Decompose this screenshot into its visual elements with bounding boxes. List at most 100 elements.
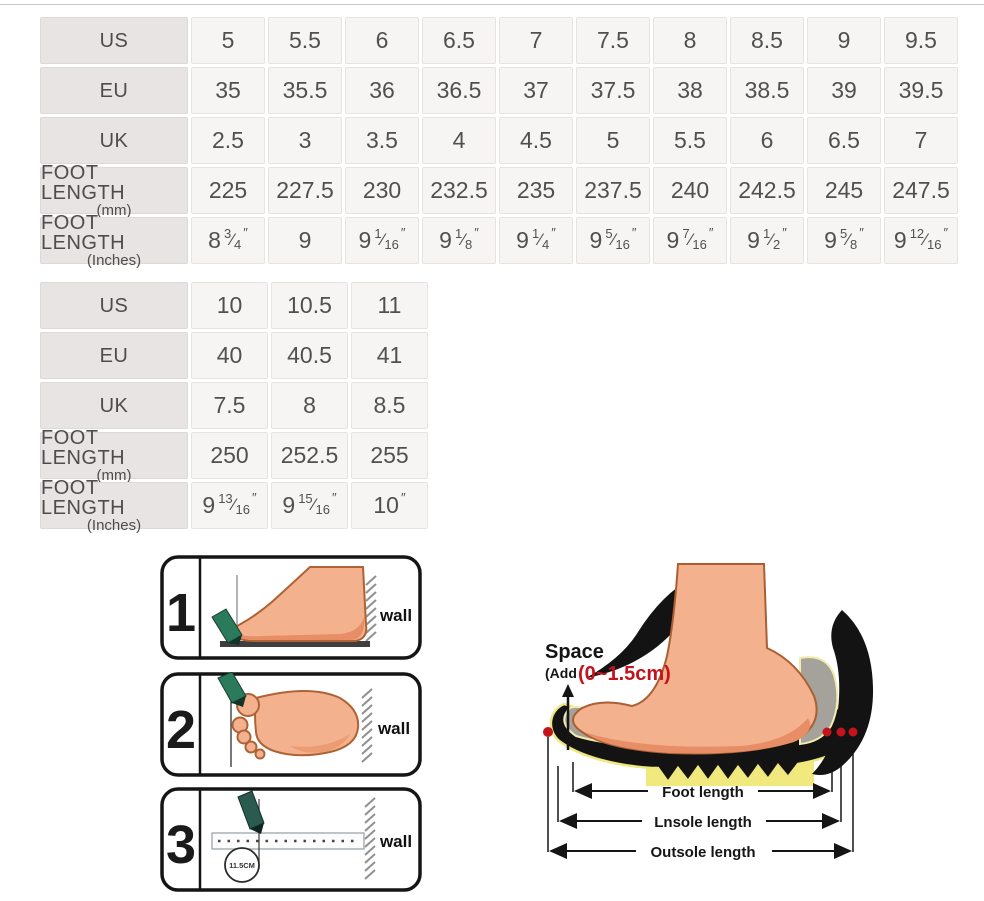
size-cell: 7.5 bbox=[191, 382, 268, 429]
size-cell: 255 bbox=[351, 432, 428, 479]
size-cell: 39 bbox=[807, 67, 881, 114]
outsole-length-label: Outsole length bbox=[651, 844, 756, 861]
row-header-label: EU bbox=[99, 344, 129, 367]
size-cell: 41 bbox=[351, 332, 428, 379]
length-marker-dots bbox=[543, 727, 858, 737]
heel-outline-icon bbox=[812, 610, 874, 775]
row-header-eu: EU bbox=[40, 67, 188, 114]
size-cell: 232.5 bbox=[422, 167, 496, 214]
size-cell: 5 bbox=[576, 117, 650, 164]
size-cell: 6.5 bbox=[807, 117, 881, 164]
foot-icon bbox=[572, 563, 818, 755]
step-number: 3 bbox=[166, 815, 196, 875]
row-header-label: FOOT LENGTH bbox=[41, 476, 126, 519]
pen-icon bbox=[237, 790, 265, 834]
row-header-us: US bbox=[40, 17, 188, 64]
size-cell: 245 bbox=[807, 167, 881, 214]
size-cell: 6 bbox=[345, 17, 419, 64]
size-cell: 36 bbox=[345, 67, 419, 114]
size-cell: 9 bbox=[807, 17, 881, 64]
row-header-us: US bbox=[40, 282, 188, 329]
size-cell: 227.5 bbox=[268, 167, 342, 214]
size-cell: 40.5 bbox=[271, 332, 348, 379]
size-cell: 242.5 bbox=[730, 167, 804, 214]
size-cell: 6.5 bbox=[422, 17, 496, 64]
size-cell: 4.5 bbox=[499, 117, 573, 164]
ruler-circle-label: 11.5CM bbox=[229, 861, 255, 870]
sole-shading bbox=[290, 734, 350, 753]
top-divider-line bbox=[0, 4, 984, 5]
row-header-sub-label: (mm) bbox=[96, 201, 132, 219]
space-add-value: (0~1.5cm) bbox=[578, 663, 671, 685]
size-cell: 9 7 ⁄ 16 ″ bbox=[653, 217, 727, 264]
size-cell: 2.5 bbox=[191, 117, 265, 164]
size-cell: 3.5 bbox=[345, 117, 419, 164]
row-header-foot-length-mm-: FOOT LENGTH (mm) bbox=[40, 428, 188, 483]
size-cell: 7 bbox=[884, 117, 958, 164]
size-cell: 247.5 bbox=[884, 167, 958, 214]
size-cell: 5 bbox=[191, 17, 265, 64]
size-cell: 9 1 ⁄ 8 ″ bbox=[422, 217, 496, 264]
size-cell: 3 bbox=[268, 117, 342, 164]
size-cell: 7 bbox=[499, 17, 573, 64]
size-cell: 5.5 bbox=[653, 117, 727, 164]
size-cell: 4 bbox=[422, 117, 496, 164]
size-table-secondary: US 10 10.5 11 EU 40 40.5 41 UK 7.5 8 8.5 FOOT LENGTH… bbox=[40, 282, 428, 533]
size-cell: 37 bbox=[499, 67, 573, 114]
size-cell: 39.5 bbox=[884, 67, 958, 114]
size-cell: 9 5 ⁄ 16 ″ bbox=[576, 217, 650, 264]
row-header-sub-label: (Inches) bbox=[86, 251, 142, 269]
size-cell: 40 bbox=[191, 332, 268, 379]
size-table-primary: US 5 5.5 6 6.5 7 7.5 8 8.5 9 9.5 EU 35 35.5 36 36.5 37 37… bbox=[40, 17, 958, 268]
measurement-circle: 11.5CM bbox=[224, 847, 260, 883]
measure-step-1: 1 wall bbox=[160, 555, 422, 660]
sole-foot-icon bbox=[231, 690, 360, 760]
wall-label: wall bbox=[377, 719, 410, 738]
row-header-label: FOOT LENGTH bbox=[41, 161, 126, 204]
row-header-label: US bbox=[99, 29, 129, 52]
size-cell: 235 bbox=[499, 167, 573, 214]
size-cell: 9 15 ⁄ 16 ″ bbox=[271, 482, 348, 529]
insole-length-label: Lnsole length bbox=[654, 814, 752, 831]
size-cell: 250 bbox=[191, 432, 268, 479]
size-cell: 9 12 ⁄ 16 ″ bbox=[884, 217, 958, 264]
pen-icon bbox=[217, 671, 247, 707]
size-cell: 9 1 ⁄ 2 ″ bbox=[730, 217, 804, 264]
size-cell: 11 bbox=[351, 282, 428, 329]
size-cell: 37.5 bbox=[576, 67, 650, 114]
space-label: Space bbox=[545, 641, 604, 663]
size-cell: 38.5 bbox=[730, 67, 804, 114]
foot-length-label: Foot length bbox=[662, 784, 744, 801]
measure-step-2: 2 wall bbox=[160, 671, 422, 777]
row-header-label: FOOT LENGTH bbox=[41, 211, 126, 254]
row-header-label: US bbox=[99, 294, 129, 317]
row-header-sub-label: (mm) bbox=[96, 466, 132, 484]
size-cell: 9 5 ⁄ 8 ″ bbox=[807, 217, 881, 264]
row-header-foot-length-inches-: FOOT LENGTH (Inches) bbox=[40, 213, 188, 268]
foot-length-diagram: Space (Add (0~1.5cm) Foot bbox=[540, 560, 980, 900]
size-cell: 10.5 bbox=[271, 282, 348, 329]
size-cell: 240 bbox=[653, 167, 727, 214]
foot-shading bbox=[235, 617, 365, 640]
size-cell: 225 bbox=[191, 167, 265, 214]
size-cell: 9 1 ⁄ 4 ″ bbox=[499, 217, 573, 264]
row-header-uk: UK bbox=[40, 117, 188, 164]
row-header-uk: UK bbox=[40, 382, 188, 429]
size-cell: 35.5 bbox=[268, 67, 342, 114]
size-cell: 7.5 bbox=[576, 17, 650, 64]
size-cell: 35 bbox=[191, 67, 265, 114]
row-header-label: UK bbox=[99, 394, 129, 417]
row-header-sub-label: (Inches) bbox=[86, 516, 142, 534]
size-cell: 230 bbox=[345, 167, 419, 214]
guide-lines bbox=[547, 737, 854, 852]
upper-outline-icon bbox=[586, 578, 696, 678]
wall-hatch-icon bbox=[364, 797, 376, 880]
row-header-foot-length-inches-: FOOT LENGTH (Inches) bbox=[40, 478, 188, 533]
foot-shading bbox=[584, 718, 811, 754]
wall-label: wall bbox=[379, 606, 412, 625]
size-cell: 9.5 bbox=[884, 17, 958, 64]
wall-label: wall bbox=[379, 832, 412, 851]
size-cell: 38 bbox=[653, 67, 727, 114]
ruler-icon bbox=[211, 832, 365, 850]
